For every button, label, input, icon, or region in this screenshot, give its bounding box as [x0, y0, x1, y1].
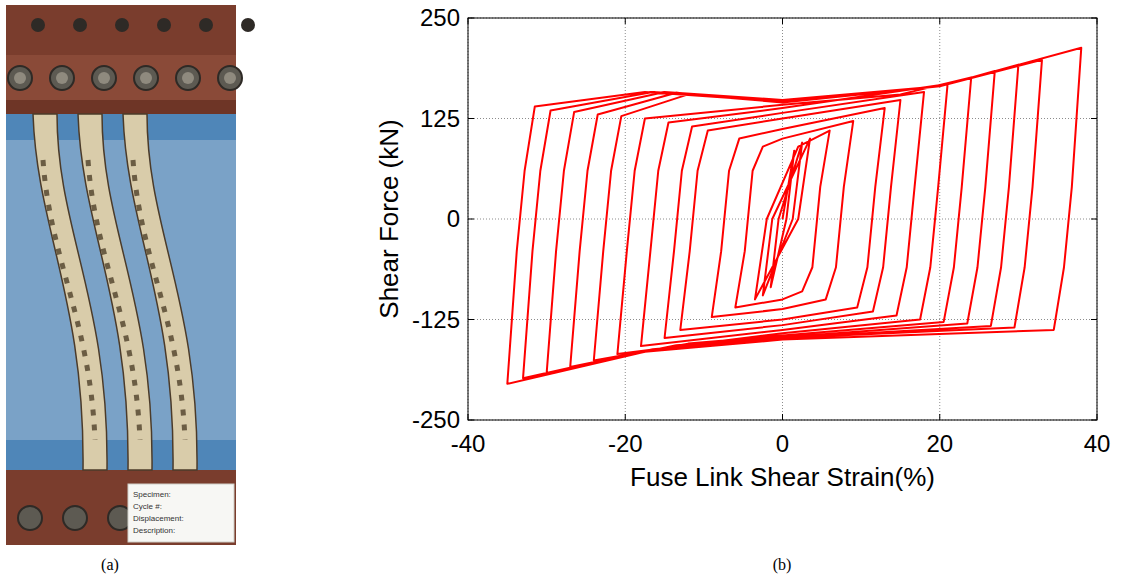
x-tick — [468, 18, 469, 24]
link-speckle — [88, 160, 140, 440]
hysteresis-curve — [507, 48, 1081, 384]
top-flange — [6, 100, 236, 114]
x-tick — [1097, 18, 1098, 24]
bolt-top — [73, 18, 87, 32]
y-tick — [1091, 118, 1097, 119]
bolt-nut — [98, 72, 110, 84]
panel-label: (b) — [773, 556, 792, 574]
card-text: Specimen: — [133, 490, 171, 499]
bolt — [63, 506, 87, 530]
x-tick — [782, 18, 783, 24]
bolt-top — [31, 18, 45, 32]
y-tick — [1091, 319, 1097, 320]
figure: Specimen: Cycle #: Displacement: Descriptio… — [0, 0, 1125, 578]
x-axis-title: Fuse Link Shear Strain(%) — [630, 462, 935, 492]
y-axis-title: Shear Force (kN) — [374, 119, 404, 318]
bolt — [50, 66, 74, 90]
y-tick — [1091, 18, 1097, 19]
y-tick — [468, 219, 474, 220]
data-layer — [507, 48, 1081, 384]
x-tick — [625, 18, 626, 24]
specimen-photo: Specimen: Cycle #: Displacement: Descriptio… — [6, 5, 255, 545]
photo-ground — [6, 5, 236, 545]
x-tick — [782, 414, 783, 420]
bolt — [18, 506, 42, 530]
x-tick — [939, 414, 940, 420]
bolt-nut — [140, 72, 152, 84]
x-tick — [468, 414, 469, 420]
chart: -40 -20 0 20 40 -250 -125 0 125 250 Fuse Link Shea… — [374, 4, 1110, 492]
bolt-nut — [224, 72, 236, 84]
bolt — [218, 66, 242, 90]
bolt — [8, 66, 32, 90]
x-tick — [1097, 414, 1098, 420]
fuse-link — [123, 114, 197, 470]
bolt-top — [199, 18, 213, 32]
y-tick — [468, 319, 474, 320]
y-tick-label: -250 — [412, 406, 460, 433]
y-tick — [1091, 219, 1097, 220]
y-tick-label: 125 — [420, 105, 460, 132]
y-tick-label: 250 — [420, 4, 460, 31]
x-tick-label: -40 — [451, 430, 486, 457]
bolt-nut — [14, 72, 26, 84]
bolt-top — [157, 18, 171, 32]
card-text: Displacement: — [133, 514, 184, 523]
x-tick-label: 20 — [926, 430, 953, 457]
card-text: Cycle #: — [133, 502, 162, 511]
plot-area — [468, 18, 1097, 420]
photo-background — [6, 112, 236, 472]
link-speckle — [43, 160, 95, 440]
x-tick — [939, 18, 940, 24]
x-tick-label: -20 — [608, 430, 643, 457]
specimen-card — [128, 484, 234, 542]
bolt — [176, 66, 200, 90]
card-text: Description: — [133, 526, 175, 535]
y-tick-label: 0 — [447, 205, 460, 232]
y-tick — [468, 118, 474, 119]
bolt — [92, 66, 116, 90]
y-tick — [468, 420, 474, 421]
bolt-nut — [182, 72, 194, 84]
y-tick — [1091, 420, 1097, 421]
bolt-nut — [56, 72, 68, 84]
top-beam — [6, 5, 236, 55]
x-tick — [625, 414, 626, 420]
bolt — [134, 66, 158, 90]
y-tick — [468, 18, 474, 19]
link-speckle — [133, 160, 185, 440]
panel-label: (a) — [101, 556, 119, 574]
y-tick-label: -125 — [412, 306, 460, 333]
bottom-beam — [6, 470, 236, 545]
bolt-top — [115, 18, 129, 32]
plot-frame — [468, 18, 1097, 420]
bolt-top — [241, 18, 255, 32]
x-tick-label: 40 — [1084, 430, 1111, 457]
x-tick-label: 0 — [776, 430, 789, 457]
